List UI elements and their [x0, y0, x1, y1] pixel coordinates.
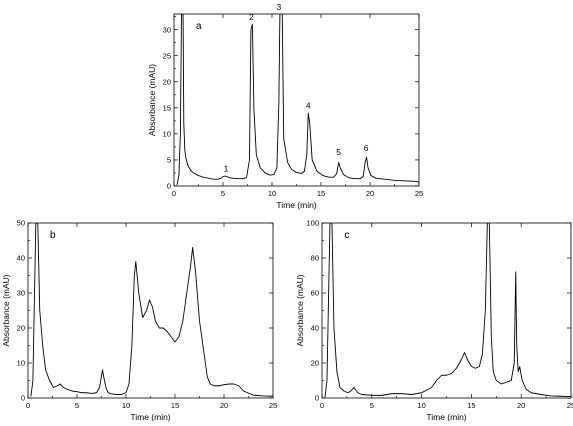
- panel-label: a: [196, 21, 202, 32]
- y-tick-label: 50: [17, 219, 25, 228]
- x-tick-label: 10: [417, 401, 425, 410]
- panel-label: b: [50, 230, 56, 241]
- x-tick-label: 15: [171, 401, 179, 410]
- y-tick-label: 20: [163, 77, 171, 86]
- x-tick-label: 0: [172, 189, 176, 198]
- peak-label-1: 1: [224, 163, 229, 173]
- y-tick-label: 40: [311, 324, 319, 333]
- y-tick-label: 10: [17, 359, 25, 368]
- y-tick-label: 0: [21, 394, 25, 403]
- plot-frame: [27, 222, 274, 399]
- x-tick-label: 5: [75, 401, 79, 410]
- y-tick-label: 0: [167, 182, 171, 191]
- y-tick-label: 15: [163, 104, 171, 113]
- y-axis-title: Absorbance (mAU): [147, 64, 157, 136]
- y-axis-title: Absorbance (mAU): [295, 274, 305, 346]
- peak-label-2: 2: [249, 12, 254, 22]
- series-line-1: [30, 223, 273, 397]
- x-tick-label: 20: [517, 401, 525, 410]
- y-tick-label: 5: [167, 156, 171, 165]
- x-tick-label: 0: [320, 401, 324, 410]
- peak-label-3: 3: [276, 2, 281, 12]
- x-tick-label: 25: [567, 401, 573, 410]
- plot-frame: [321, 222, 572, 399]
- plot-frame: [173, 13, 420, 187]
- x-tick-label: 20: [220, 401, 228, 410]
- chart-panel-c: 0 5 10 15 20 25 0 20 40 60 80 100 Time (min) Absorban…: [295, 219, 573, 422]
- x-axis-title: Time (min): [426, 412, 466, 422]
- x-tick-label: 25: [269, 401, 277, 410]
- panel-label: c: [344, 230, 349, 241]
- y-tick-label: 30: [17, 289, 25, 298]
- chart-panel-b: 0 5 10 15 20 25 0 10 20 30 40 50 Time (min) Absorbanc…: [1, 219, 277, 422]
- peak-label-6: 6: [364, 143, 369, 153]
- x-tick-label: 10: [268, 189, 276, 198]
- series-line-1: [176, 14, 419, 186]
- x-tick-label: 0: [26, 401, 30, 410]
- y-tick-label: 0: [315, 394, 319, 403]
- y-tick-label: 25: [163, 51, 171, 60]
- x-tick-label: 10: [122, 401, 130, 410]
- y-tick-label: 100: [306, 219, 319, 228]
- y-tick-label: 20: [17, 324, 25, 333]
- x-axis-title: Time (min): [276, 200, 316, 210]
- x-axis-title: Time (min): [130, 412, 170, 422]
- peak-label-4: 4: [306, 100, 311, 110]
- y-tick-label: 80: [311, 254, 319, 263]
- x-tick-label: 15: [467, 401, 475, 410]
- y-tick-label: 40: [17, 254, 25, 263]
- x-tick-label: 15: [317, 189, 325, 198]
- y-tick-label: 10: [163, 130, 171, 139]
- series-line-1: [324, 223, 571, 398]
- y-tick-label: 60: [311, 289, 319, 298]
- x-tick-label: 25: [415, 189, 423, 198]
- x-tick-label: 5: [370, 401, 374, 410]
- y-tick-label: 30: [163, 25, 171, 34]
- x-tick-label: 20: [366, 189, 374, 198]
- y-axis-title: Absorbance (mAU): [1, 274, 11, 346]
- y-tick-label: 20: [311, 359, 319, 368]
- peak-label-5: 5: [336, 147, 341, 157]
- x-tick-label: 5: [221, 189, 225, 198]
